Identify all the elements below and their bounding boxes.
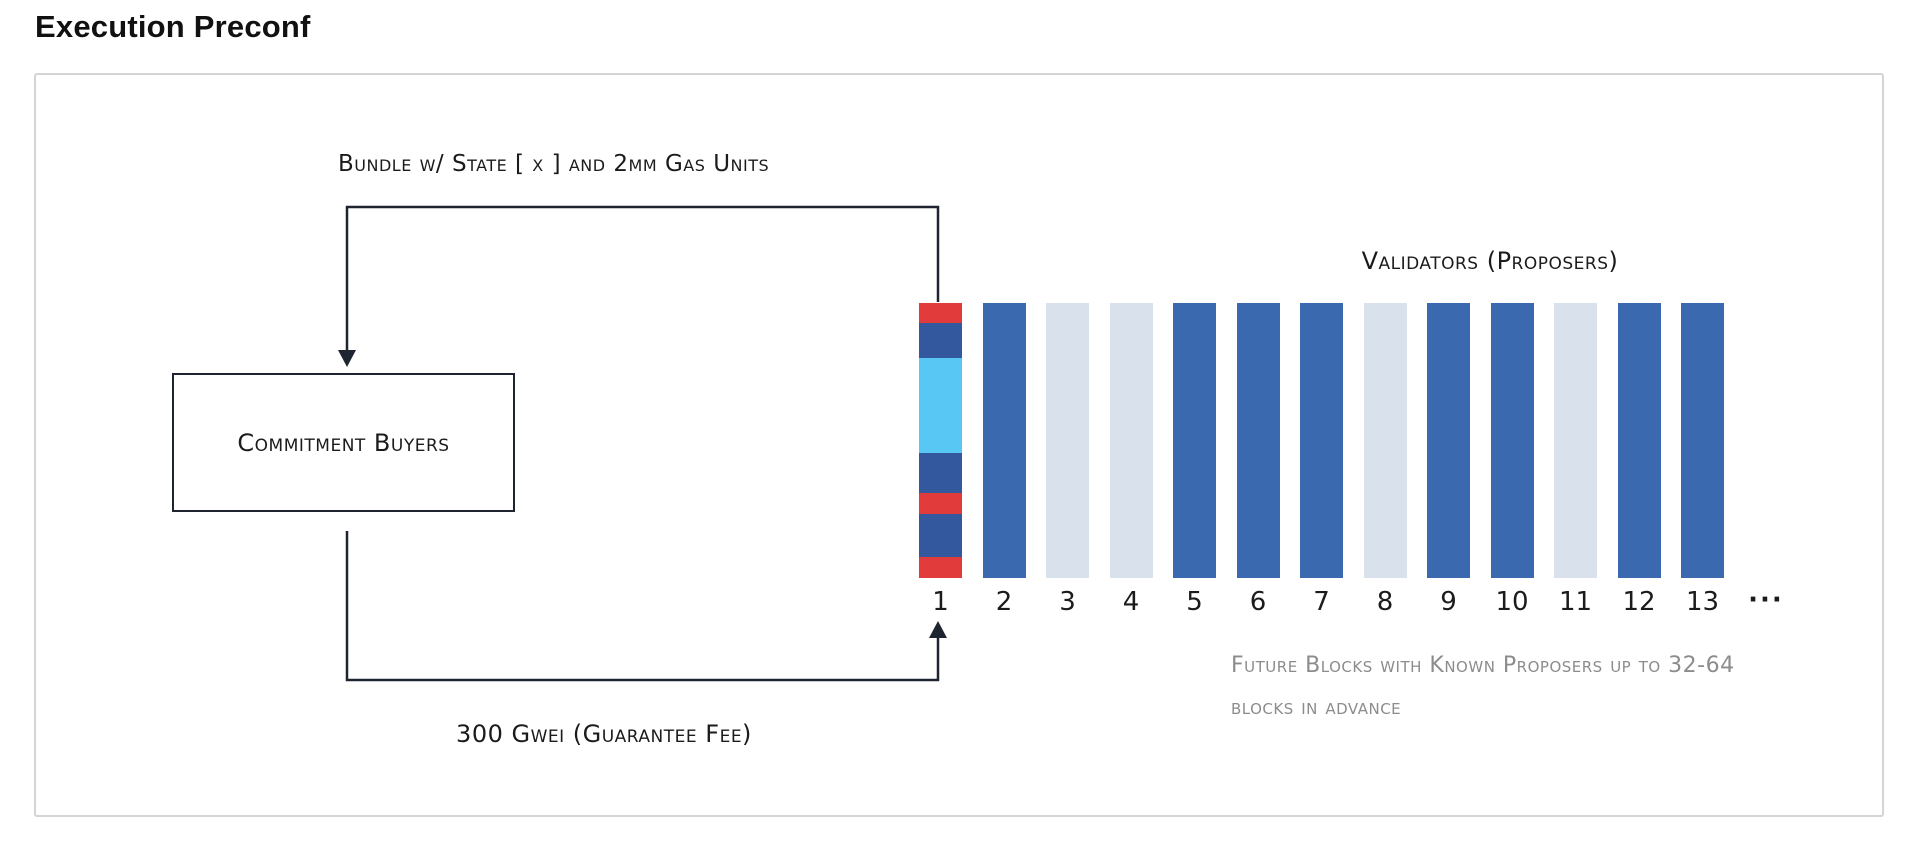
validator-block-column: 1 — [919, 303, 962, 617]
validator-block — [1109, 303, 1153, 578]
block-number-label: 12 — [1622, 587, 1656, 617]
validator-block-column: 10 — [1490, 303, 1534, 617]
block-segment — [919, 493, 962, 514]
validator-block — [1173, 303, 1216, 578]
bundle-arrow-label: Bundle w/ State [ x ] and 2mm Gas Units — [338, 151, 770, 177]
block-segment — [919, 323, 962, 358]
validator-block — [1046, 303, 1089, 578]
validator-block-column: 6 — [1236, 303, 1280, 617]
block-number-label: 3 — [1059, 587, 1076, 617]
validator-block — [1300, 303, 1343, 578]
block-segment — [919, 557, 962, 578]
guarantee-fee-label: 300 Gwei (Guarantee Fee) — [456, 720, 752, 748]
block-number-label: 7 — [1313, 587, 1330, 617]
validators-title: Validators (Proposers) — [1361, 247, 1619, 275]
commitment-buyers-box: Commitment Buyers — [172, 373, 515, 512]
validator-block-column: 11 — [1554, 303, 1597, 617]
validator-block-column: 5 — [1173, 303, 1216, 617]
block-number-label: 13 — [1685, 587, 1720, 617]
validator-block — [1363, 303, 1407, 578]
validator-block-column: 2 — [982, 303, 1026, 617]
commitment-buyers-label: Commitment Buyers — [237, 428, 450, 457]
validator-block-column: 7 — [1300, 303, 1343, 617]
more-blocks-ellipsis: ··· — [1748, 585, 1784, 615]
future-blocks-note-line2: blocks in advance — [1231, 695, 1402, 720]
future-blocks-note-line1: Future Blocks with Known Proposers up to… — [1231, 653, 1735, 678]
block-number-label: 10 — [1495, 587, 1529, 617]
validator-block-column: 12 — [1617, 303, 1661, 617]
block-number-label: 4 — [1122, 587, 1140, 617]
validator-block — [1554, 303, 1597, 578]
block-number-label: 11 — [1558, 587, 1593, 617]
validator-block-column: 3 — [1046, 303, 1089, 617]
page-title: Execution Preconf — [35, 9, 311, 44]
block-segment — [919, 453, 962, 493]
validator-block — [1427, 303, 1470, 578]
validator-block — [1617, 303, 1661, 578]
validator-block — [1490, 303, 1534, 578]
validator-block — [1681, 303, 1724, 578]
block-number-label: 2 — [995, 587, 1013, 617]
block-number-label: 9 — [1440, 587, 1457, 617]
block-segment — [919, 303, 962, 323]
future-blocks-note: Future Blocks with Known Proposers up to… — [1231, 645, 1811, 729]
validator-block — [982, 303, 1026, 578]
block-segment — [919, 514, 962, 557]
validator-block — [1236, 303, 1280, 578]
block-number-label: 5 — [1186, 587, 1203, 617]
validator-blocks-row: 1 2 3 4 5 6 7 8 9 10 11 12 13 — [919, 303, 1724, 617]
block-number-label: 1 — [932, 587, 949, 617]
validator-block — [919, 303, 962, 578]
validator-block-column: 4 — [1109, 303, 1153, 617]
block-segment — [919, 358, 962, 453]
block-number-label: 8 — [1376, 587, 1394, 617]
validator-block-column: 13 — [1681, 303, 1724, 617]
validator-block-column: 8 — [1363, 303, 1407, 617]
validator-block-column: 9 — [1427, 303, 1470, 617]
block-number-label: 6 — [1249, 587, 1267, 617]
